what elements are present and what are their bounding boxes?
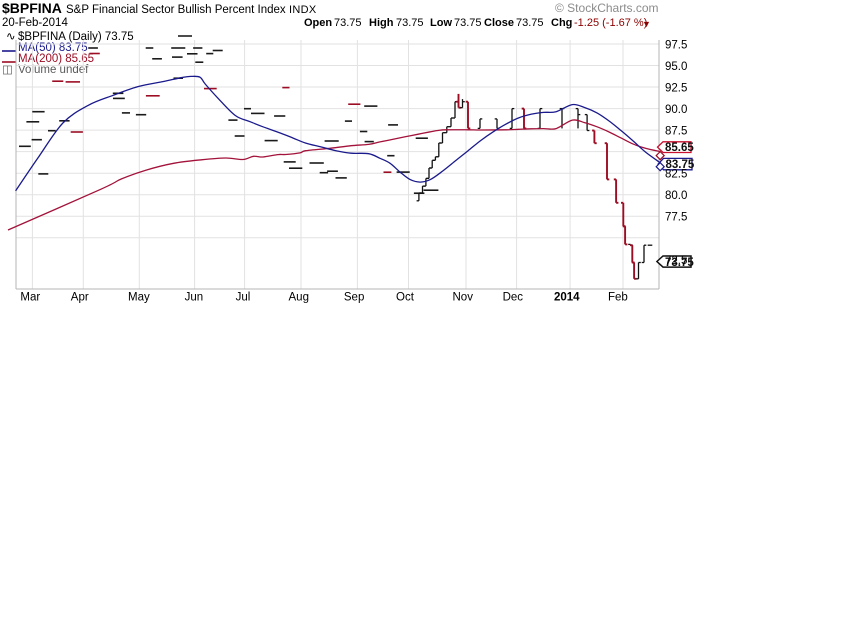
svg-text:Jul: Jul [236, 292, 251, 304]
svg-text:S&P Financial Sector Bullish P: S&P Financial Sector Bullish Percent Ind… [66, 4, 286, 16]
svg-text:$BPFINA: $BPFINA [2, 0, 62, 16]
svg-text:20-Feb-2014: 20-Feb-2014 [2, 17, 68, 29]
svg-text:95.0: 95.0 [665, 61, 687, 73]
svg-text:© StockCharts.com: © StockCharts.com [555, 1, 659, 15]
svg-text:Chg: Chg [551, 17, 572, 29]
svg-text:Close: Close [484, 17, 514, 29]
svg-text:72.5: 72.5 [665, 255, 687, 267]
svg-text:Apr: Apr [71, 292, 89, 304]
svg-text:92.5: 92.5 [665, 83, 687, 95]
svg-text:80.0: 80.0 [665, 190, 687, 202]
svg-text:Sep: Sep [344, 292, 364, 304]
svg-text:Oct: Oct [396, 292, 415, 304]
svg-text:73.75: 73.75 [334, 17, 362, 29]
svg-text:Low: Low [430, 17, 452, 29]
svg-text:Aug: Aug [289, 292, 309, 304]
svg-text:2014: 2014 [554, 292, 580, 304]
svg-text:87.5: 87.5 [665, 126, 687, 138]
svg-text:73.75: 73.75 [516, 17, 544, 29]
svg-text:Dec: Dec [503, 292, 524, 304]
svg-text:97.5: 97.5 [665, 40, 687, 52]
svg-text:82.5: 82.5 [665, 169, 687, 181]
svg-text:INDX: INDX [289, 4, 317, 16]
svg-text:73.75: 73.75 [454, 17, 482, 29]
svg-text:-1.25 (-1.67 %): -1.25 (-1.67 %) [574, 17, 647, 29]
svg-text:Feb: Feb [608, 292, 628, 304]
svg-text:May: May [128, 292, 150, 304]
svg-text:▼: ▼ [642, 19, 651, 29]
svg-text:∿: ∿ [6, 31, 16, 43]
svg-text:Mar: Mar [20, 292, 40, 304]
svg-text:77.5: 77.5 [665, 212, 687, 224]
svg-text:High: High [369, 17, 394, 29]
svg-text:◫: ◫ [2, 64, 13, 76]
svg-text:73.75: 73.75 [396, 17, 424, 29]
svg-text:90.0: 90.0 [665, 104, 687, 116]
svg-text:Nov: Nov [453, 292, 474, 304]
svg-text:Open: Open [304, 17, 332, 29]
svg-text:85.65: 85.65 [665, 142, 694, 154]
svg-text:Jun: Jun [185, 292, 204, 304]
